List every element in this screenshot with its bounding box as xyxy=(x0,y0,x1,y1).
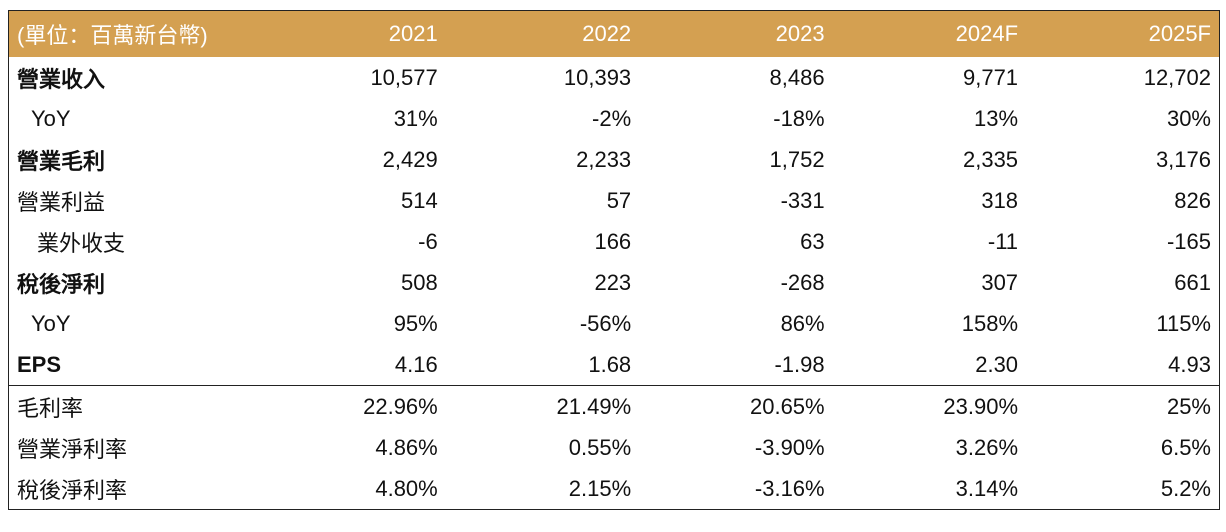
table-row: 毛利率 22.96% 21.49% 20.65% 23.90% 25% xyxy=(8,385,1220,427)
table-row: 稅後淨利 508 223 -268 307 661 xyxy=(9,262,1220,303)
cell: 2,335 xyxy=(962,146,1019,172)
cell: 158% xyxy=(961,310,1019,336)
financial-table: (單位：百萬新台幣) 2021 2022 2023 2024F 2025F 營業收入 10,5… xyxy=(8,10,1220,510)
row-label: EPS xyxy=(17,351,62,377)
cell: 63 xyxy=(800,228,825,254)
row-label: 毛利率 xyxy=(8,385,253,427)
row-label: 業外收支 xyxy=(37,230,126,256)
cell: -331 xyxy=(780,187,825,213)
cell: -268 xyxy=(780,269,825,295)
cell: 1,752 xyxy=(769,146,825,172)
cell: 30% xyxy=(1166,105,1211,131)
cell: 2.30 xyxy=(975,351,1019,377)
cell: 115% xyxy=(1156,310,1211,336)
cell: 2023 xyxy=(639,10,833,57)
row-label: 稅後淨利 xyxy=(17,271,106,297)
row-label: 營業利益 xyxy=(17,189,106,215)
cell: 2.15% xyxy=(568,475,632,501)
row-label: 稅後淨利率 xyxy=(17,477,128,503)
cell: -18% xyxy=(773,105,825,131)
cell: 4.16 xyxy=(394,351,438,377)
cell: 31% xyxy=(393,105,438,131)
cell: 95% xyxy=(393,310,438,336)
cell: 3.14% xyxy=(955,475,1019,501)
table-row: YoY 95% -56% 86% 158% 115% xyxy=(9,303,1220,344)
cell: -3.90% xyxy=(754,434,825,460)
table-row: 營業淨利率 4.86% 0.55% -3.90% 3.26% 6.5% xyxy=(9,427,1220,468)
cell: 514 xyxy=(401,187,438,213)
cell: 10,577 xyxy=(370,64,438,90)
table-row: 稅後淨利率 4.80% 2.15% -3.16% 3.14% 5.2% xyxy=(9,468,1220,510)
row-label: 營業收入 xyxy=(17,66,106,92)
table-row: 營業毛利 2,429 2,233 1,752 2,335 3,176 xyxy=(9,139,1220,180)
cell: 21.49% xyxy=(445,385,640,427)
cell: 223 xyxy=(594,269,632,295)
cell: 508 xyxy=(401,269,438,295)
cell: -2% xyxy=(592,105,632,131)
row-label: YoY xyxy=(31,105,71,131)
cell: -6 xyxy=(418,228,438,254)
row-label: YoY xyxy=(31,310,71,336)
cell: 12,702 xyxy=(1143,64,1211,90)
cell: 5.2% xyxy=(1160,475,1211,501)
cell: 2024F xyxy=(832,10,1027,57)
cell: 3,176 xyxy=(1155,146,1211,172)
cell: 0.55% xyxy=(568,434,632,460)
table-row: 業外收支 -6 166 63 -11 -165 xyxy=(9,221,1220,262)
table-row: EPS 4.16 1.68 -1.98 2.30 4.93 xyxy=(9,344,1220,386)
row-label: 營業淨利率 xyxy=(17,436,128,462)
cell: 307 xyxy=(981,269,1019,295)
cell: 25% xyxy=(1026,385,1220,427)
cell: 4.80% xyxy=(375,475,438,501)
row-label: 營業毛利 xyxy=(17,148,106,174)
cell: -56% xyxy=(579,310,632,336)
cell: 166 xyxy=(594,228,632,254)
cell: 13% xyxy=(974,105,1019,131)
cell: 2,233 xyxy=(576,146,632,172)
cell: 22.96% xyxy=(252,385,446,427)
cell: 57 xyxy=(606,187,632,213)
cell: 20.65% xyxy=(639,385,833,427)
cell: 4.93 xyxy=(1168,351,1211,377)
cell: -165 xyxy=(1166,228,1211,254)
cell: 826 xyxy=(1174,187,1211,213)
cell: 2022 xyxy=(445,10,640,57)
cell: 661 xyxy=(1174,269,1211,295)
cell: 4.86% xyxy=(375,434,438,460)
cell: 6.5% xyxy=(1160,434,1211,460)
table-row: 營業利益 514 57 -331 318 826 xyxy=(9,180,1220,221)
cell: 86% xyxy=(780,310,825,336)
cell: 318 xyxy=(981,187,1019,213)
cell: 3.26% xyxy=(955,434,1019,460)
cell: 2025F xyxy=(1026,10,1220,57)
header-row: (單位：百萬新台幣) 2021 2022 2023 2024F 2025F xyxy=(8,10,1220,57)
table-row: 營業收入 10,577 10,393 8,486 9,771 12,702 xyxy=(9,57,1220,98)
cell: -11 xyxy=(987,228,1019,254)
table-row: YoY 31% -2% -18% 13% 30% xyxy=(9,98,1220,139)
cell: 1.68 xyxy=(588,351,632,377)
cell: 10,393 xyxy=(563,64,632,90)
cell: -3.16% xyxy=(754,475,825,501)
cell: 2021 xyxy=(252,10,446,57)
cell: 9,771 xyxy=(962,64,1019,90)
cell: 8,486 xyxy=(769,64,825,90)
cell: 2,429 xyxy=(382,146,438,172)
cell: -1.98 xyxy=(774,351,825,377)
row-label: (單位：百萬新台幣) xyxy=(8,10,253,57)
cell: 23.90% xyxy=(832,385,1027,427)
